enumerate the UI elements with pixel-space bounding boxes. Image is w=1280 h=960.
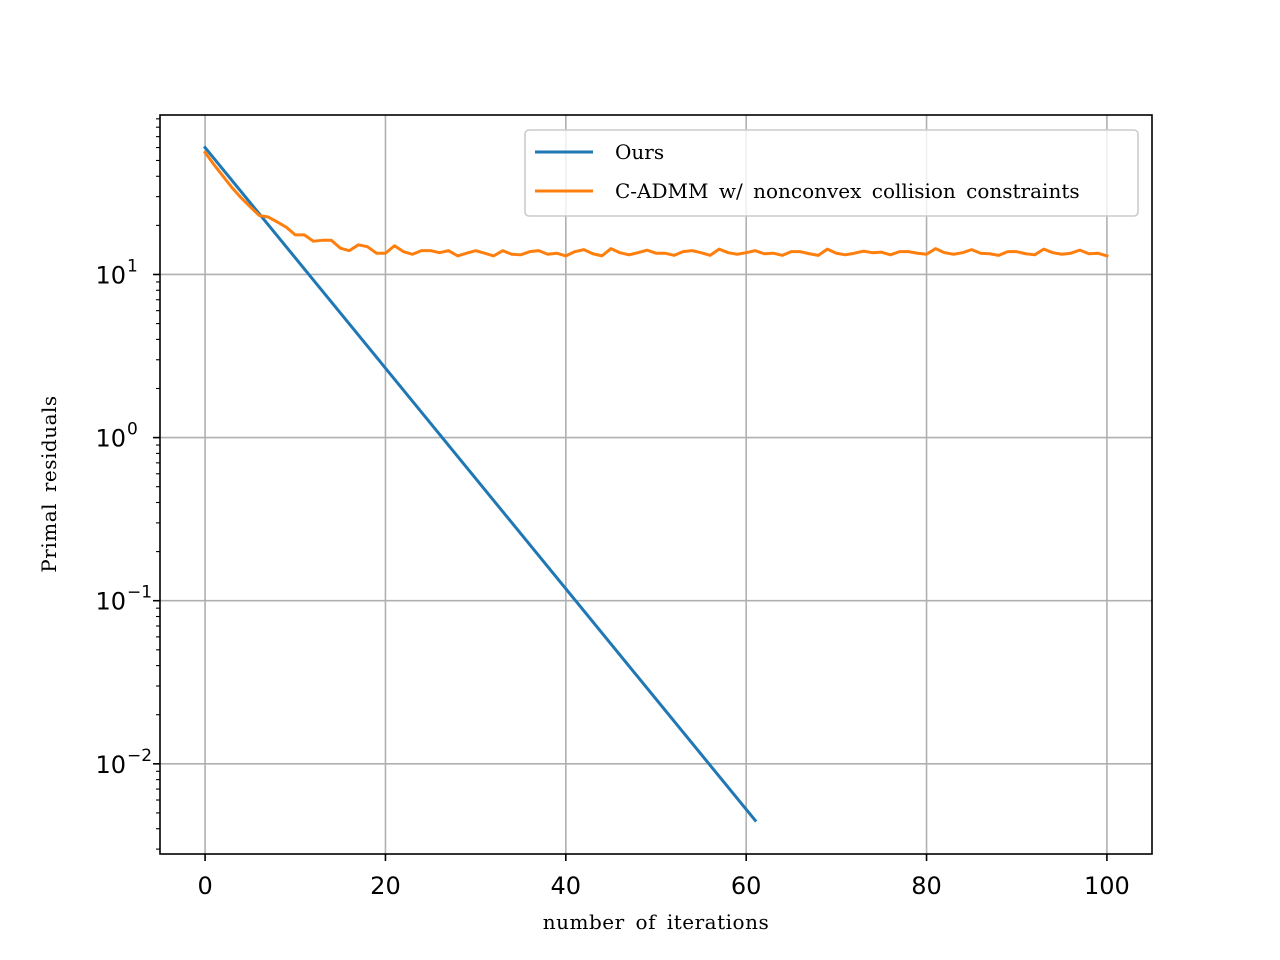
y-tick-exponent: 0 — [127, 420, 138, 440]
series-line — [202, 145, 758, 823]
y-tick-label: 10 −2 — [95, 746, 152, 779]
series-lines — [202, 145, 1109, 823]
x-tick-label: 20 — [370, 872, 401, 900]
x-tick-label: 60 — [731, 872, 762, 900]
y-tick-label: 10 1 — [95, 256, 137, 289]
y-tick-base: 10 — [95, 588, 126, 616]
legend: Ours C-ADMM w/ nonconvex collision constr… — [524, 129, 1139, 217]
x-tick-label: 40 — [551, 872, 582, 900]
y-tick-label: 10 0 — [95, 420, 137, 453]
x-tick-label: 100 — [1084, 872, 1130, 900]
legend-entry-label: C-ADMM w/ nonconvex collision constraint… — [615, 179, 1080, 203]
x-tick-label: 0 — [197, 872, 212, 900]
y-tick-exponent: 1 — [127, 256, 138, 276]
x-axis-label: number of iterations — [543, 910, 769, 934]
grid — [160, 115, 1152, 854]
y-tick-exponent: −1 — [127, 583, 152, 603]
y-axis-label: Primal residuals — [37, 395, 61, 572]
series-line — [202, 150, 1109, 258]
x-tick-label: 80 — [911, 872, 942, 900]
legend-box — [524, 129, 1139, 217]
y-tick-label: 10 −1 — [95, 583, 152, 616]
y-tick-exponent: −2 — [127, 746, 152, 766]
y-tick-base: 10 — [95, 261, 126, 289]
y-tick-base: 10 — [95, 751, 126, 779]
legend-entry-label: Ours — [615, 140, 664, 164]
plot-frame — [159, 114, 1153, 855]
y-tick-base: 10 — [95, 425, 126, 453]
